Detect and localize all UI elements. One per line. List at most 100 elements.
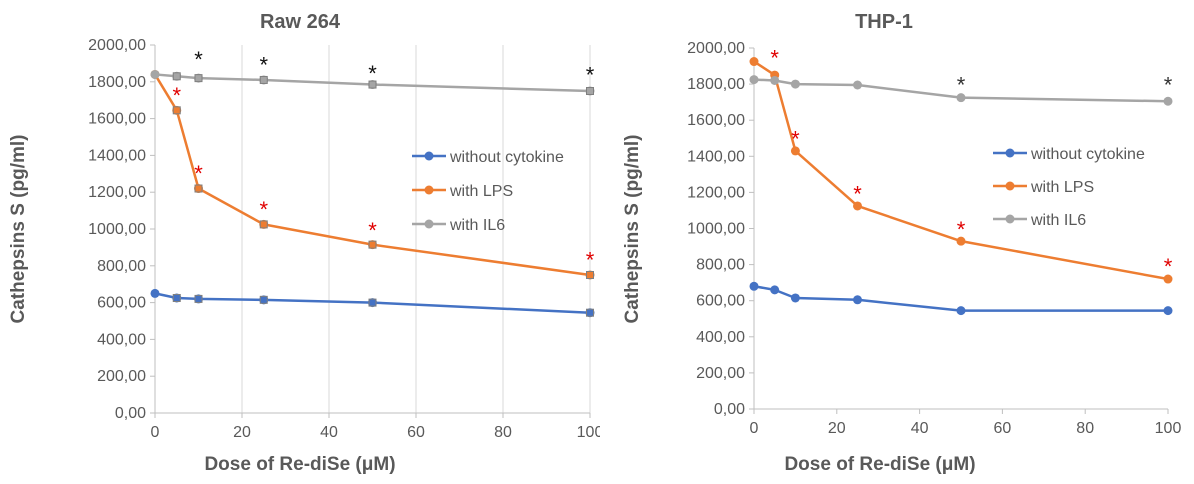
x-tick-label: 100 (1155, 420, 1182, 437)
legend-item: with IL6 (993, 212, 1086, 229)
significance-asterisk: * (957, 217, 966, 242)
legend-item: with IL6 (412, 217, 505, 234)
legend-item: without cytokine (993, 146, 1145, 163)
y-tick-label: 0,00 (714, 401, 745, 418)
legend-label: without cytokine (1030, 146, 1145, 163)
chart-title: THP-1 (855, 11, 913, 33)
significance-asterisk: * (368, 218, 377, 243)
legend-label: without cytokine (449, 149, 564, 166)
y-tick-label: 600,00 (696, 293, 745, 310)
chart-thp1: THP-1 0,00 200,00 400,00 600,00 800,00 1000,00… (622, 11, 1182, 475)
y-tick-label: 1000,00 (88, 221, 146, 238)
x-tick-label: 60 (407, 424, 425, 441)
y-tick-label: 2000,00 (88, 37, 146, 54)
error-bar-marker (259, 295, 268, 304)
series-line (153, 73, 591, 277)
legend-swatch-marker (424, 151, 434, 161)
significance-asterisk: * (368, 61, 377, 86)
significance-asterisk: * (586, 63, 595, 88)
error-bar-marker (172, 294, 181, 302)
series-with-il6 (150, 69, 595, 96)
x-tick-label: 40 (911, 420, 929, 437)
data-point (749, 281, 759, 291)
legend-swatch-marker (1005, 181, 1015, 191)
error-bar-marker (586, 87, 594, 95)
x-tick-label: 0 (750, 420, 759, 437)
data-point (853, 80, 862, 90)
legend-label: with IL6 (1030, 212, 1086, 229)
series-without-cytokine (749, 281, 1173, 316)
error-bar-marker (194, 294, 203, 303)
error-bar-marker (194, 184, 203, 193)
significance-asterisk: * (1164, 254, 1173, 279)
y-tick-label: 800,00 (97, 258, 146, 275)
data-point (150, 288, 160, 298)
error-bar-marker (259, 75, 268, 84)
data-point (770, 75, 780, 85)
legend-label: with LPS (1030, 179, 1094, 196)
y-tick-label: 400,00 (97, 331, 146, 348)
y-tick-label: 1800,00 (88, 74, 146, 91)
error-bar-marker (368, 240, 377, 249)
legend-swatch-marker (1005, 148, 1015, 158)
x-axis-label: Dose of Re-diSe (μM) (204, 454, 395, 475)
data-point (790, 293, 800, 303)
significance-asterisk: * (194, 47, 203, 72)
y-tick-label: 0,00 (115, 405, 146, 422)
y-tick-label: 1600,00 (88, 111, 146, 128)
significance-asterisk: * (259, 53, 268, 78)
y-tick-label: 2000,00 (687, 40, 745, 57)
series-with-il6 (749, 75, 1173, 106)
data-point (956, 306, 966, 316)
data-point (956, 236, 966, 246)
series-with-lps (749, 57, 1173, 284)
series-without-cytokine (150, 288, 595, 318)
legend-item: without cytokine (412, 149, 564, 166)
y-tick-label: 1400,00 (88, 147, 146, 164)
data-point (749, 75, 759, 85)
error-bar-marker (172, 106, 181, 115)
x-tick-label: 100 (577, 424, 600, 441)
x-tick-label: 40 (320, 424, 338, 441)
data-point (770, 285, 780, 295)
significance-asterisk: * (259, 197, 268, 222)
error-bar-marker (172, 72, 181, 81)
data-point (1163, 306, 1173, 316)
chart-title: Raw 264 (260, 11, 341, 33)
significance-asterisk: * (957, 72, 966, 97)
significance-asterisk: * (770, 45, 779, 70)
y-tick-label: 1000,00 (687, 221, 745, 238)
chart-raw264: Raw 264 0,00 200,00 400,00 600,00 800,00 1000,… (8, 11, 603, 475)
significance-asterisk: * (791, 127, 800, 152)
error-bar-marker (368, 298, 377, 307)
x-axis-label: Dose of Re-diSe (μM) (784, 454, 975, 475)
y-tick-label: 1600,00 (687, 112, 745, 129)
data-point (853, 295, 862, 305)
legend-swatch-marker (424, 185, 434, 195)
legend-item: with LPS (412, 183, 513, 200)
data-point (1163, 274, 1173, 284)
data-point (150, 69, 160, 79)
data-point (1163, 96, 1173, 106)
x-tick-label: 80 (1076, 420, 1094, 437)
error-bar-marker (259, 220, 268, 229)
legend: without cytokine with LPS with IL6 (993, 146, 1145, 229)
error-bar-marker (586, 308, 594, 317)
legend-swatch-marker (1005, 214, 1015, 224)
significance-asterisk: * (1164, 72, 1173, 97)
legend-swatch-marker (424, 219, 434, 229)
data-point (790, 79, 800, 89)
data-point (853, 201, 862, 211)
significance-asterisk: * (194, 161, 203, 186)
chart-panel-raw264: Raw 264 0,00 200,00 400,00 600,00 800,00 1000,… (0, 0, 603, 479)
y-tick-label: 200,00 (696, 365, 745, 382)
y-tick-label: 1800,00 (687, 76, 745, 93)
y-tick-label: 1400,00 (687, 148, 745, 165)
y-axis-label: Cathepsins S (pg/ml) (622, 135, 643, 324)
y-axis-label: Cathepsins S (pg/ml) (8, 135, 29, 324)
y-tick-label: 400,00 (696, 329, 745, 346)
legend-label: with LPS (449, 183, 513, 200)
chart-panel-thp1: THP-1 0,00 200,00 400,00 600,00 800,00 1000,00… (600, 0, 1194, 479)
legend-item: with LPS (993, 179, 1094, 196)
series-with-lps (150, 69, 595, 280)
